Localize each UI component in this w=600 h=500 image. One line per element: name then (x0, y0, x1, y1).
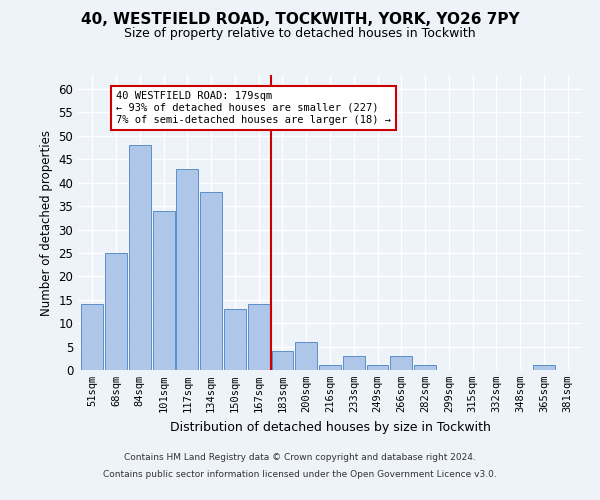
Text: Size of property relative to detached houses in Tockwith: Size of property relative to detached ho… (124, 28, 476, 40)
Bar (272, 352, 293, 370)
Bar (533, 366, 555, 370)
Bar (152, 211, 175, 370)
Bar (367, 366, 388, 370)
Bar (129, 145, 151, 370)
X-axis label: Distribution of detached houses by size in Tockwith: Distribution of detached houses by size … (170, 420, 490, 434)
Bar (176, 168, 198, 370)
Bar (248, 304, 269, 370)
Bar (105, 253, 127, 370)
Bar (295, 342, 317, 370)
Bar (414, 366, 436, 370)
Bar (200, 192, 222, 370)
Text: 40, WESTFIELD ROAD, TOCKWITH, YORK, YO26 7PY: 40, WESTFIELD ROAD, TOCKWITH, YORK, YO26… (80, 12, 520, 28)
Text: Contains HM Land Registry data © Crown copyright and database right 2024.: Contains HM Land Registry data © Crown c… (124, 452, 476, 462)
Text: Contains public sector information licensed under the Open Government Licence v3: Contains public sector information licen… (103, 470, 497, 479)
Bar (343, 356, 365, 370)
Bar (319, 366, 341, 370)
Bar (82, 304, 103, 370)
Text: 40 WESTFIELD ROAD: 179sqm
← 93% of detached houses are smaller (227)
7% of semi-: 40 WESTFIELD ROAD: 179sqm ← 93% of detac… (116, 92, 391, 124)
Bar (224, 309, 246, 370)
Y-axis label: Number of detached properties: Number of detached properties (40, 130, 53, 316)
Bar (391, 356, 412, 370)
